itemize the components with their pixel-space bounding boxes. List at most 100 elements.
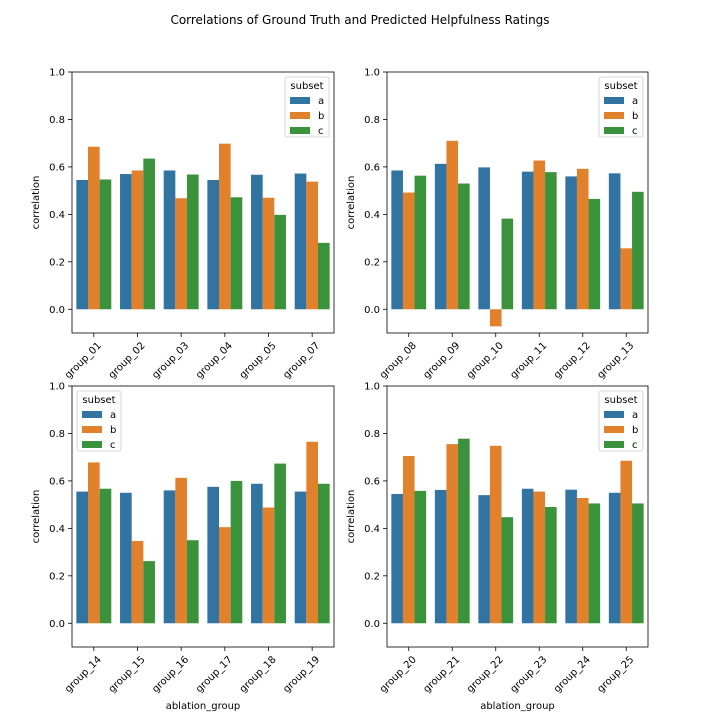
bar-a-group_24 [565,489,577,624]
x-tick-label: group_12 [552,340,593,381]
x-tick-label: group_23 [508,654,549,695]
x-tick-label: group_09 [421,340,462,381]
y-tick-label: 0.2 [49,571,65,582]
axes-frame [386,71,649,334]
bar-c-group_10 [501,218,514,310]
legend-swatch-c [290,127,310,134]
x-tick-label: group_13 [595,340,636,381]
legend-swatch-b [290,112,310,119]
legend-box [598,76,644,138]
bar-b-group_16 [175,477,187,624]
bar-a-group_08 [391,170,403,310]
x-tick-label: group_04 [194,340,235,381]
legend-swatch-c [604,441,624,448]
x-tick-label: group_15 [107,654,148,695]
y-tick-label: 0.4 [49,210,65,221]
legend-swatch-a [604,97,624,104]
x-tick-label: group_08 [378,340,419,381]
bar-a-group_04 [207,179,220,310]
bar-a-group_12 [565,176,577,310]
x-tick-label: group_11 [508,340,549,381]
bar-b-group_03 [175,198,187,310]
bar-a-group_21 [434,489,447,624]
bar-b-group_25 [620,460,633,624]
bar-b-group_23 [533,491,546,624]
legend-label-c: c [318,126,324,137]
bar-a-group_14 [76,491,89,624]
bar-b-group_13 [620,248,633,310]
x-tick-label: group_07 [281,340,322,381]
x-tick-label: group_19 [281,654,322,695]
bar-c-group_13 [632,191,644,310]
y-tick-label: 0.2 [49,257,65,268]
bar-b-group_10 [489,309,502,327]
bar-c-group_07 [317,242,330,310]
y-tick-label: 0.6 [49,476,65,487]
bar-a-group_05 [251,174,263,310]
bar-c-group_01 [99,179,112,310]
legend-label-c: c [110,440,116,451]
y-tick-label: 0.8 [49,429,65,440]
figure-title: Correlations of Ground Truth and Predict… [170,13,549,27]
legend-label-a: a [632,410,638,421]
x-axis-label: ablation_group [166,701,241,712]
bar-c-group_04 [230,197,243,310]
y-tick-label: 0.4 [49,524,65,535]
bar-a-group_17 [207,486,220,624]
legend-label-b: b [110,425,116,436]
bar-b-group_15 [131,540,144,624]
bar-c-group_02 [143,158,155,310]
bar-c-group_19 [317,483,330,624]
legend-title: subset [604,81,637,92]
legend-label-a: a [632,96,638,107]
bar-c-group_24 [588,503,601,624]
legend-box [598,390,644,452]
x-axis-label: ablation_group [480,701,555,712]
bar-c-group_22 [501,517,514,624]
x-tick-label: group_22 [465,654,506,695]
x-tick-label: group_01 [63,340,104,381]
y-tick-label: 0.4 [364,210,380,221]
bar-c-group_25 [632,503,644,624]
bar-c-group_08 [414,175,427,310]
bar-b-group_01 [88,146,100,310]
legend-title: subset [82,395,115,406]
y-tick-label: 0.2 [364,571,380,582]
bar-a-group_25 [608,492,621,624]
y-axis-label: correlation [31,490,42,544]
bar-b-group_07 [306,181,318,310]
bar-c-group_15 [143,561,155,624]
legend-box [76,390,122,452]
legend-box [284,76,330,138]
legend: subset abc [284,76,330,138]
x-tick-label: group_10 [465,340,506,381]
legend-label-c: c [632,440,638,451]
bar-b-group_20 [402,456,415,624]
legend-swatch-a [290,97,310,104]
bar-b-group_11 [533,160,546,310]
y-tick-label: 0.0 [49,305,65,316]
bar-a-group_02 [120,174,132,310]
y-tick-label: 0.8 [364,115,380,126]
y-tick-label: 1.0 [364,382,380,393]
y-tick-label: 1.0 [364,68,380,79]
x-tick-label: group_14 [63,654,104,695]
legend-swatch-a [604,411,624,418]
x-tick-label: group_21 [421,654,462,695]
bar-c-group_12 [588,198,601,310]
bar-a-group_07 [294,173,307,310]
bar-a-group_13 [608,173,621,310]
bar-b-group_04 [219,143,231,310]
bar-b-group_24 [576,497,589,624]
legend: subset abc [598,76,644,138]
bar-a-group_09 [434,163,447,310]
x-tick-label: group_16 [150,654,191,695]
x-tick-label: group_02 [107,340,148,381]
bar-c-group_21 [458,438,470,624]
legend: subset abc [76,390,122,452]
bar-c-group_03 [186,174,199,310]
